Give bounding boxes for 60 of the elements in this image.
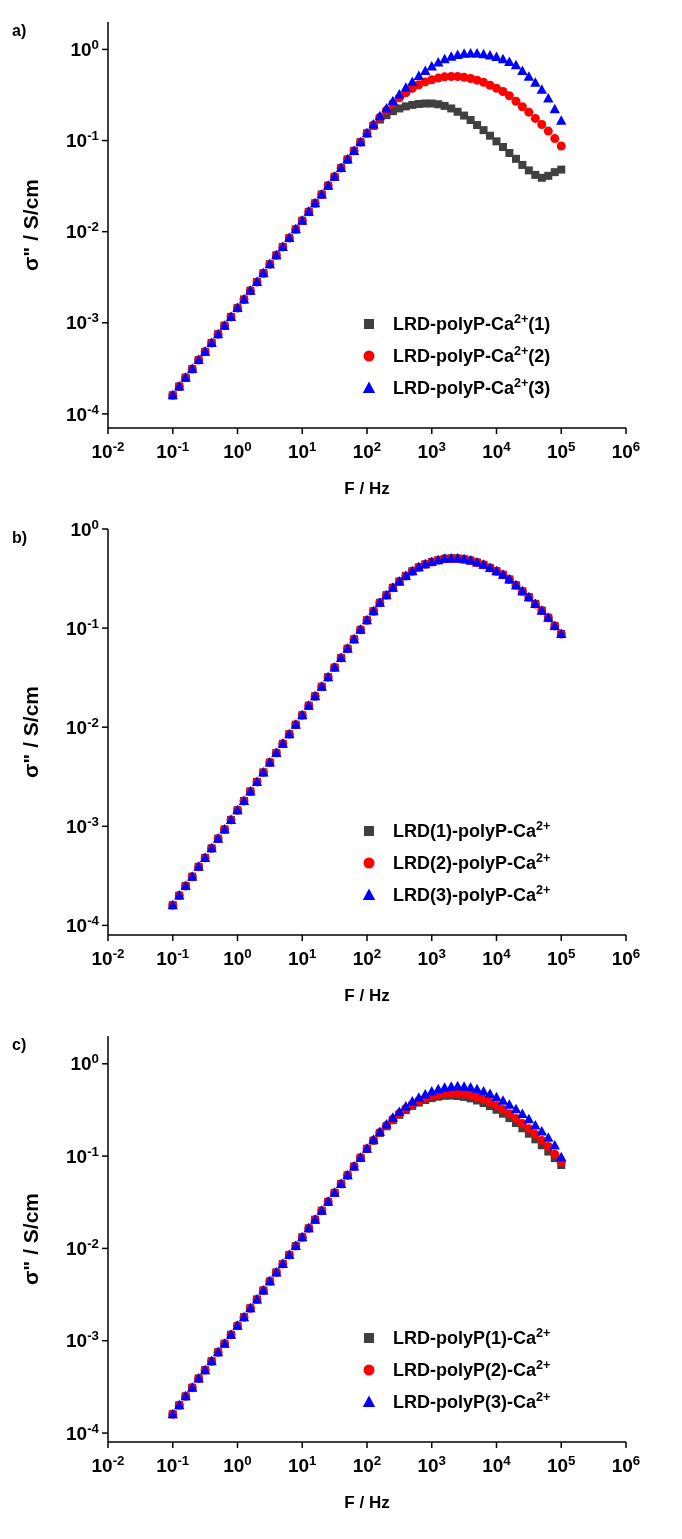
y-tick-label: 10$^{0}$ xyxy=(70,1050,99,1075)
y-tick-label: 10$^{-3}$ xyxy=(66,309,99,334)
x-tick-label: 10$^{0}$ xyxy=(223,438,252,462)
x-tick-label: 10$^{2}$ xyxy=(352,438,382,462)
x-tick-label: 10$^{4}$ xyxy=(482,438,512,462)
legend-label: LRD-polyP-Ca$^{2+}$(3) xyxy=(393,376,551,399)
y-tick-label: 10$^{-4}$ xyxy=(66,401,100,425)
x-tick-label: 10$^{6}$ xyxy=(611,438,641,462)
legend-label: LRD-polyP-Ca$^{2+}$(1) xyxy=(393,312,551,335)
legend-label: LRD-polyP-Ca$^{2+}$(2) xyxy=(393,344,551,367)
x-tick-label: 10$^{0}$ xyxy=(223,945,252,969)
legend-label: LRD(2)-polyP-Ca$^{2+}$ xyxy=(393,851,551,874)
y-tick-label: 10$^{-1}$ xyxy=(66,127,100,152)
legend-label: LRD-polyP(1)-Ca$^{2+}$ xyxy=(393,1326,551,1349)
x-tick-label: 10$^{1}$ xyxy=(287,1452,318,1476)
x-tick-label: 10$^{-1}$ xyxy=(156,438,190,462)
x-tick-label: 10$^{-2}$ xyxy=(91,438,125,462)
x-tick-label: 10$^{1}$ xyxy=(287,438,318,462)
x-tick-label: 10$^{-1}$ xyxy=(156,945,190,969)
x-tick-label: 10$^{-2}$ xyxy=(91,945,125,969)
chart-title: b) xyxy=(12,529,28,546)
chart-title: c) xyxy=(12,1036,27,1053)
y-tick-label: 10$^{-4}$ xyxy=(66,1420,100,1444)
x-tick-label: 10$^{3}$ xyxy=(417,1452,447,1476)
x-tick-label: 10$^{1}$ xyxy=(287,945,318,969)
y-tick-label: 10$^{-2}$ xyxy=(66,1235,99,1260)
x-tick-label: 10$^{2}$ xyxy=(352,1452,382,1476)
y-tick-label: 10$^{0}$ xyxy=(70,36,99,61)
y-axis-title: σ" / S/cm xyxy=(19,178,42,272)
x-tick-label: 10$^{4}$ xyxy=(482,1452,512,1476)
x-tick-label: 10$^{3}$ xyxy=(417,438,447,462)
y-tick-label: 10$^{-1}$ xyxy=(66,615,100,639)
x-tick-label: 10$^{6}$ xyxy=(611,945,641,969)
x-tick-label: 10$^{3}$ xyxy=(417,945,447,969)
x-tick-label: 10$^{5}$ xyxy=(546,438,577,462)
legend-label: LRD-polyP(3)-Ca$^{2+}$ xyxy=(393,1390,551,1413)
legend-label: LRD(3)-polyP-Ca$^{2+}$ xyxy=(393,883,551,906)
x-tick-label: 10$^{2}$ xyxy=(352,945,382,969)
y-axis-title: σ" / S/cm xyxy=(19,685,42,779)
y-tick-label: 10$^{0}$ xyxy=(70,516,99,540)
y-tick-label: 10$^{-3}$ xyxy=(66,813,99,837)
x-axis-title: F / Hz xyxy=(344,479,390,498)
y-tick-label: 10$^{-2}$ xyxy=(66,714,99,738)
chart-title: a) xyxy=(12,22,27,39)
x-axis-title: F / Hz xyxy=(344,986,390,1005)
legend-label: LRD-polyP(2)-Ca$^{2+}$ xyxy=(393,1358,551,1381)
x-axis-title: F / Hz xyxy=(344,1493,390,1512)
x-tick-label: 10$^{4}$ xyxy=(482,945,512,969)
x-tick-label: 10$^{0}$ xyxy=(223,1452,252,1476)
y-tick-label: 10$^{-1}$ xyxy=(66,1143,100,1167)
y-tick-label: 10$^{-4}$ xyxy=(66,912,100,937)
y-tick-label: 10$^{-2}$ xyxy=(66,218,99,243)
legend-label: LRD(1)-polyP-Ca$^{2+}$ xyxy=(393,819,551,842)
x-tick-label: 10$^{5}$ xyxy=(546,945,577,969)
y-axis-title: σ" / S/cm xyxy=(19,1192,42,1286)
y-tick-label: 10$^{-3}$ xyxy=(66,1327,99,1352)
x-tick-label: 10$^{6}$ xyxy=(611,1452,641,1476)
x-tick-label: 10$^{5}$ xyxy=(546,1452,577,1476)
x-tick-label: 10$^{-2}$ xyxy=(91,1452,125,1476)
x-tick-label: 10$^{-1}$ xyxy=(156,1452,190,1476)
